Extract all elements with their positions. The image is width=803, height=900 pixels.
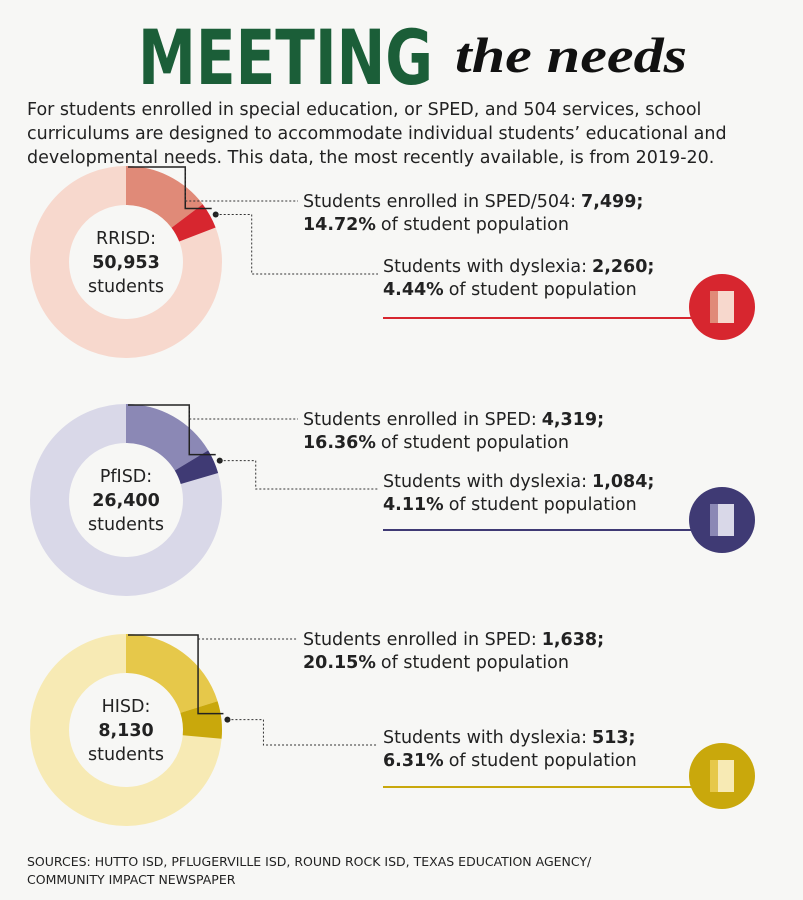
center-total: 26,400 xyxy=(92,491,160,511)
label-line: Students with dyslexia: 513; xyxy=(383,728,636,748)
center-unit: students xyxy=(88,515,164,535)
center-unit: students xyxy=(88,277,164,297)
leader xyxy=(215,213,378,275)
label-count: 2,260; xyxy=(592,257,654,277)
label-category: Students enrolled in SPED: xyxy=(303,630,537,650)
label-percent: 14.72% xyxy=(303,215,376,235)
center-total: 8,130 xyxy=(98,721,153,741)
label-line: 6.31% of student population xyxy=(383,751,637,771)
donut-segment xyxy=(174,450,219,484)
label-line: 20.15% of student population xyxy=(303,653,569,673)
donut-segment xyxy=(126,634,218,713)
label-suffix: of student population xyxy=(381,653,569,673)
donut-segment xyxy=(180,701,223,739)
leader xyxy=(227,719,378,746)
donut-segment xyxy=(126,166,203,228)
icon-book-spine xyxy=(710,291,718,323)
label-line: 14.72% of student population xyxy=(303,215,569,235)
label-category: Students enrolled in SPED/504: xyxy=(303,192,576,212)
title: MEETING xyxy=(138,13,433,102)
label-suffix: of student population xyxy=(449,495,637,515)
label-percent: 4.44% xyxy=(383,280,444,300)
label-suffix: of student population xyxy=(449,280,637,300)
sources: SOURCES: HUTTO ISD, PFLUGERVILLE ISD, RO… xyxy=(27,854,592,887)
label-category: Students with dyslexia: xyxy=(383,472,587,492)
label-percent: 20.15% xyxy=(303,653,376,673)
center-total: 50,953 xyxy=(92,253,160,273)
label-percent: 4.11% xyxy=(383,495,444,515)
label-count: 513; xyxy=(592,728,636,748)
icon-book-spine xyxy=(710,504,718,536)
intro: For students enrolled in special educati… xyxy=(27,100,727,168)
center-unit: students xyxy=(88,745,164,765)
label-count: 1,638; xyxy=(542,630,604,650)
label-suffix: of student population xyxy=(449,751,637,771)
label-line: Students with dyslexia: 1,084; xyxy=(383,472,654,492)
center-name: RRISD: xyxy=(96,229,156,249)
label-count: 4,319; xyxy=(542,410,604,430)
bracket xyxy=(128,634,224,715)
label-line: 4.44% of student population xyxy=(383,280,637,300)
label-count: 1,084; xyxy=(592,472,654,492)
label-percent: 16.36% xyxy=(303,433,376,453)
label-category: Students with dyslexia: xyxy=(383,257,587,277)
label-line: Students enrolled in SPED/504: 7,499; xyxy=(303,192,643,212)
label-suffix: of student population xyxy=(381,433,569,453)
bracket xyxy=(128,404,216,456)
donut-segment xyxy=(126,404,209,471)
center-name: PfISD: xyxy=(100,467,152,487)
center-name: HISD: xyxy=(102,697,151,717)
label-line: Students enrolled in SPED: 4,319; xyxy=(303,410,604,430)
label-category: Students with dyslexia: xyxy=(383,728,587,748)
label-category: Students enrolled in SPED: xyxy=(303,410,537,430)
label-line: Students with dyslexia: 2,260; xyxy=(383,257,654,277)
label-suffix: of student population xyxy=(381,215,569,235)
subtitle: the needs xyxy=(455,27,687,83)
label-count: 7,499; xyxy=(581,192,643,212)
label-percent: 6.31% xyxy=(383,751,444,771)
label-line: 16.36% of student population xyxy=(303,433,569,453)
icon-book-spine xyxy=(710,760,718,792)
label-line: Students enrolled in SPED: 1,638; xyxy=(303,630,604,650)
leader xyxy=(219,460,378,490)
label-line: 4.11% of student population xyxy=(383,495,637,515)
donut-segment xyxy=(171,204,216,242)
